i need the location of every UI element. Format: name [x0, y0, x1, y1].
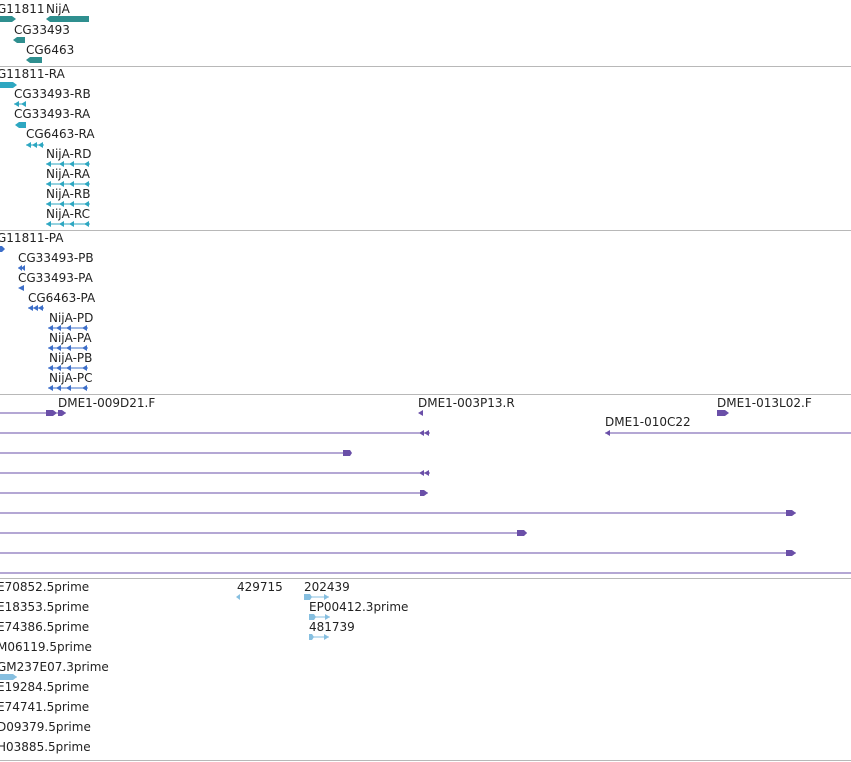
bac-read-line: [0, 510, 796, 516]
gene-label[interactable]: G11811: [0, 2, 45, 16]
est-glyph-202439: [304, 594, 329, 600]
bac-read-line: [0, 490, 428, 496]
est-glyph-429715: [236, 594, 240, 600]
transcript-glyph-nija-rd: [46, 161, 90, 167]
est-label[interactable]: 429715: [237, 580, 283, 594]
est-label[interactable]: EP00412.3prime: [309, 600, 409, 614]
bac-read-line: [0, 430, 430, 436]
est-track: E70852.5prime 429715 202439 E18353.5prim…: [0, 579, 851, 762]
gene-glyph-cg33493: [13, 37, 25, 43]
track-separator: [0, 578, 851, 579]
transcript-label[interactable]: NijA-RB: [46, 187, 91, 201]
protein-glyph-nija-pa: [48, 345, 88, 351]
gene-track-glyphs: [0, 16, 89, 63]
protein-glyph-nija-pb: [48, 365, 88, 371]
est-label[interactable]: 481739: [309, 620, 355, 634]
transcript-label[interactable]: NijA-RC: [46, 207, 91, 221]
protein-label[interactable]: G11811-PA: [0, 231, 64, 245]
protein-track-glyphs: [0, 246, 88, 391]
est-label[interactable]: E74386.5prime: [0, 620, 90, 634]
transcript-label[interactable]: NijA-RA: [46, 167, 90, 181]
bac-glyph-dme1-013l02-f: [717, 410, 729, 416]
transcript-glyph-nija-rb: [46, 201, 90, 207]
bac-end-label[interactable]: DME1-009D21.F: [58, 396, 156, 410]
protein-label[interactable]: NijA-PA: [49, 331, 92, 345]
track-separator: [0, 760, 851, 761]
protein-glyph-nija-pc: [48, 385, 88, 391]
bac-end-label[interactable]: DME1-003P13.R: [418, 396, 515, 410]
gene-glyph-cg6463: [26, 57, 42, 63]
est-label[interactable]: M06119.5prime: [0, 640, 92, 654]
bac-end-label[interactable]: DME1-013L02.F: [717, 396, 812, 410]
protein-track: G11811-PA CG33493-PB CG33493-PA CG6463-P…: [0, 231, 851, 394]
transcript-glyph-cg6463-ra: [26, 142, 44, 148]
transcript-label[interactable]: CG6463-RA: [26, 127, 95, 141]
gene-label[interactable]: NijA: [46, 2, 70, 16]
protein-label[interactable]: NijA-PB: [49, 351, 93, 365]
est-label[interactable]: E19284.5prime: [0, 680, 90, 694]
protein-glyph-g11811-pa: [0, 246, 5, 252]
bac-read-line: [0, 450, 352, 456]
transcript-label[interactable]: G11811-RA: [0, 67, 65, 81]
track-separator: [0, 66, 851, 67]
transcript-label[interactable]: CG33493-RB: [14, 87, 91, 101]
transcript-glyph-nija-ra: [46, 181, 90, 187]
est-track-glyphs: [0, 594, 330, 680]
transcript-track: G11811-RA CG33493-RB CG33493-RA CG6463-R…: [0, 67, 851, 230]
track-separator: [0, 394, 851, 395]
gene-track: G11811 NijA CG33493 CG6463: [0, 0, 851, 66]
transcript-label[interactable]: CG33493-RA: [14, 107, 91, 121]
bac-glyph-dme1-009d21-f: [0, 410, 66, 416]
bac-read-line: [0, 550, 796, 556]
gene-glyph-nija: [46, 16, 89, 22]
transcript-glyph-cg33493-rb: [14, 101, 26, 107]
est-label[interactable]: 202439: [304, 580, 350, 594]
transcript-glyph-cg33493-ra: [15, 122, 26, 128]
protein-label[interactable]: CG33493-PA: [18, 271, 93, 285]
est-glyph-gm237e07-3prime: [0, 674, 17, 680]
track-separator: [0, 230, 851, 231]
protein-label[interactable]: NijA-PC: [49, 371, 93, 385]
bac-end-track-glyphs: [0, 410, 851, 574]
bac-read-line: [0, 470, 430, 476]
transcript-glyph-nija-rc: [46, 221, 90, 227]
protein-label[interactable]: NijA-PD: [49, 311, 94, 325]
protein-glyph-nija-pd: [48, 325, 88, 331]
protein-label[interactable]: CG33493-PB: [18, 251, 94, 265]
bac-read-line: [0, 530, 527, 536]
bac-glyph-dme1-003p13-r: [418, 410, 423, 416]
bac-glyph-dme1-010c22: [605, 430, 851, 436]
est-label[interactable]: H03885.5prime: [0, 740, 91, 754]
est-label[interactable]: E74741.5prime: [0, 700, 90, 714]
transcript-label[interactable]: NijA-RD: [46, 147, 92, 161]
gene-glyph-g11811: [0, 16, 16, 22]
est-label[interactable]: E70852.5prime: [0, 580, 90, 594]
protein-glyph-cg6463-pa: [28, 305, 44, 311]
est-glyph-481739: [309, 634, 329, 640]
est-label[interactable]: GM237E07.3prime: [0, 660, 109, 674]
gene-label[interactable]: CG6463: [26, 43, 75, 57]
transcript-glyph-g11811-ra: [0, 82, 17, 88]
est-glyph-ep00412-3prime: [309, 614, 330, 620]
protein-glyph-cg33493-pa: [18, 285, 24, 291]
protein-label[interactable]: CG6463-PA: [28, 291, 96, 305]
gene-label[interactable]: CG33493: [14, 23, 70, 37]
transcript-track-glyphs: [0, 82, 90, 227]
est-label[interactable]: D09379.5prime: [0, 720, 91, 734]
est-label[interactable]: E18353.5prime: [0, 600, 90, 614]
bac-end-track: DME1-009D21.F DME1-003P13.R DME1-013L02.…: [0, 395, 851, 578]
protein-glyph-cg33493-pb: [18, 265, 25, 271]
bac-end-label[interactable]: DME1-010C22: [605, 415, 691, 429]
